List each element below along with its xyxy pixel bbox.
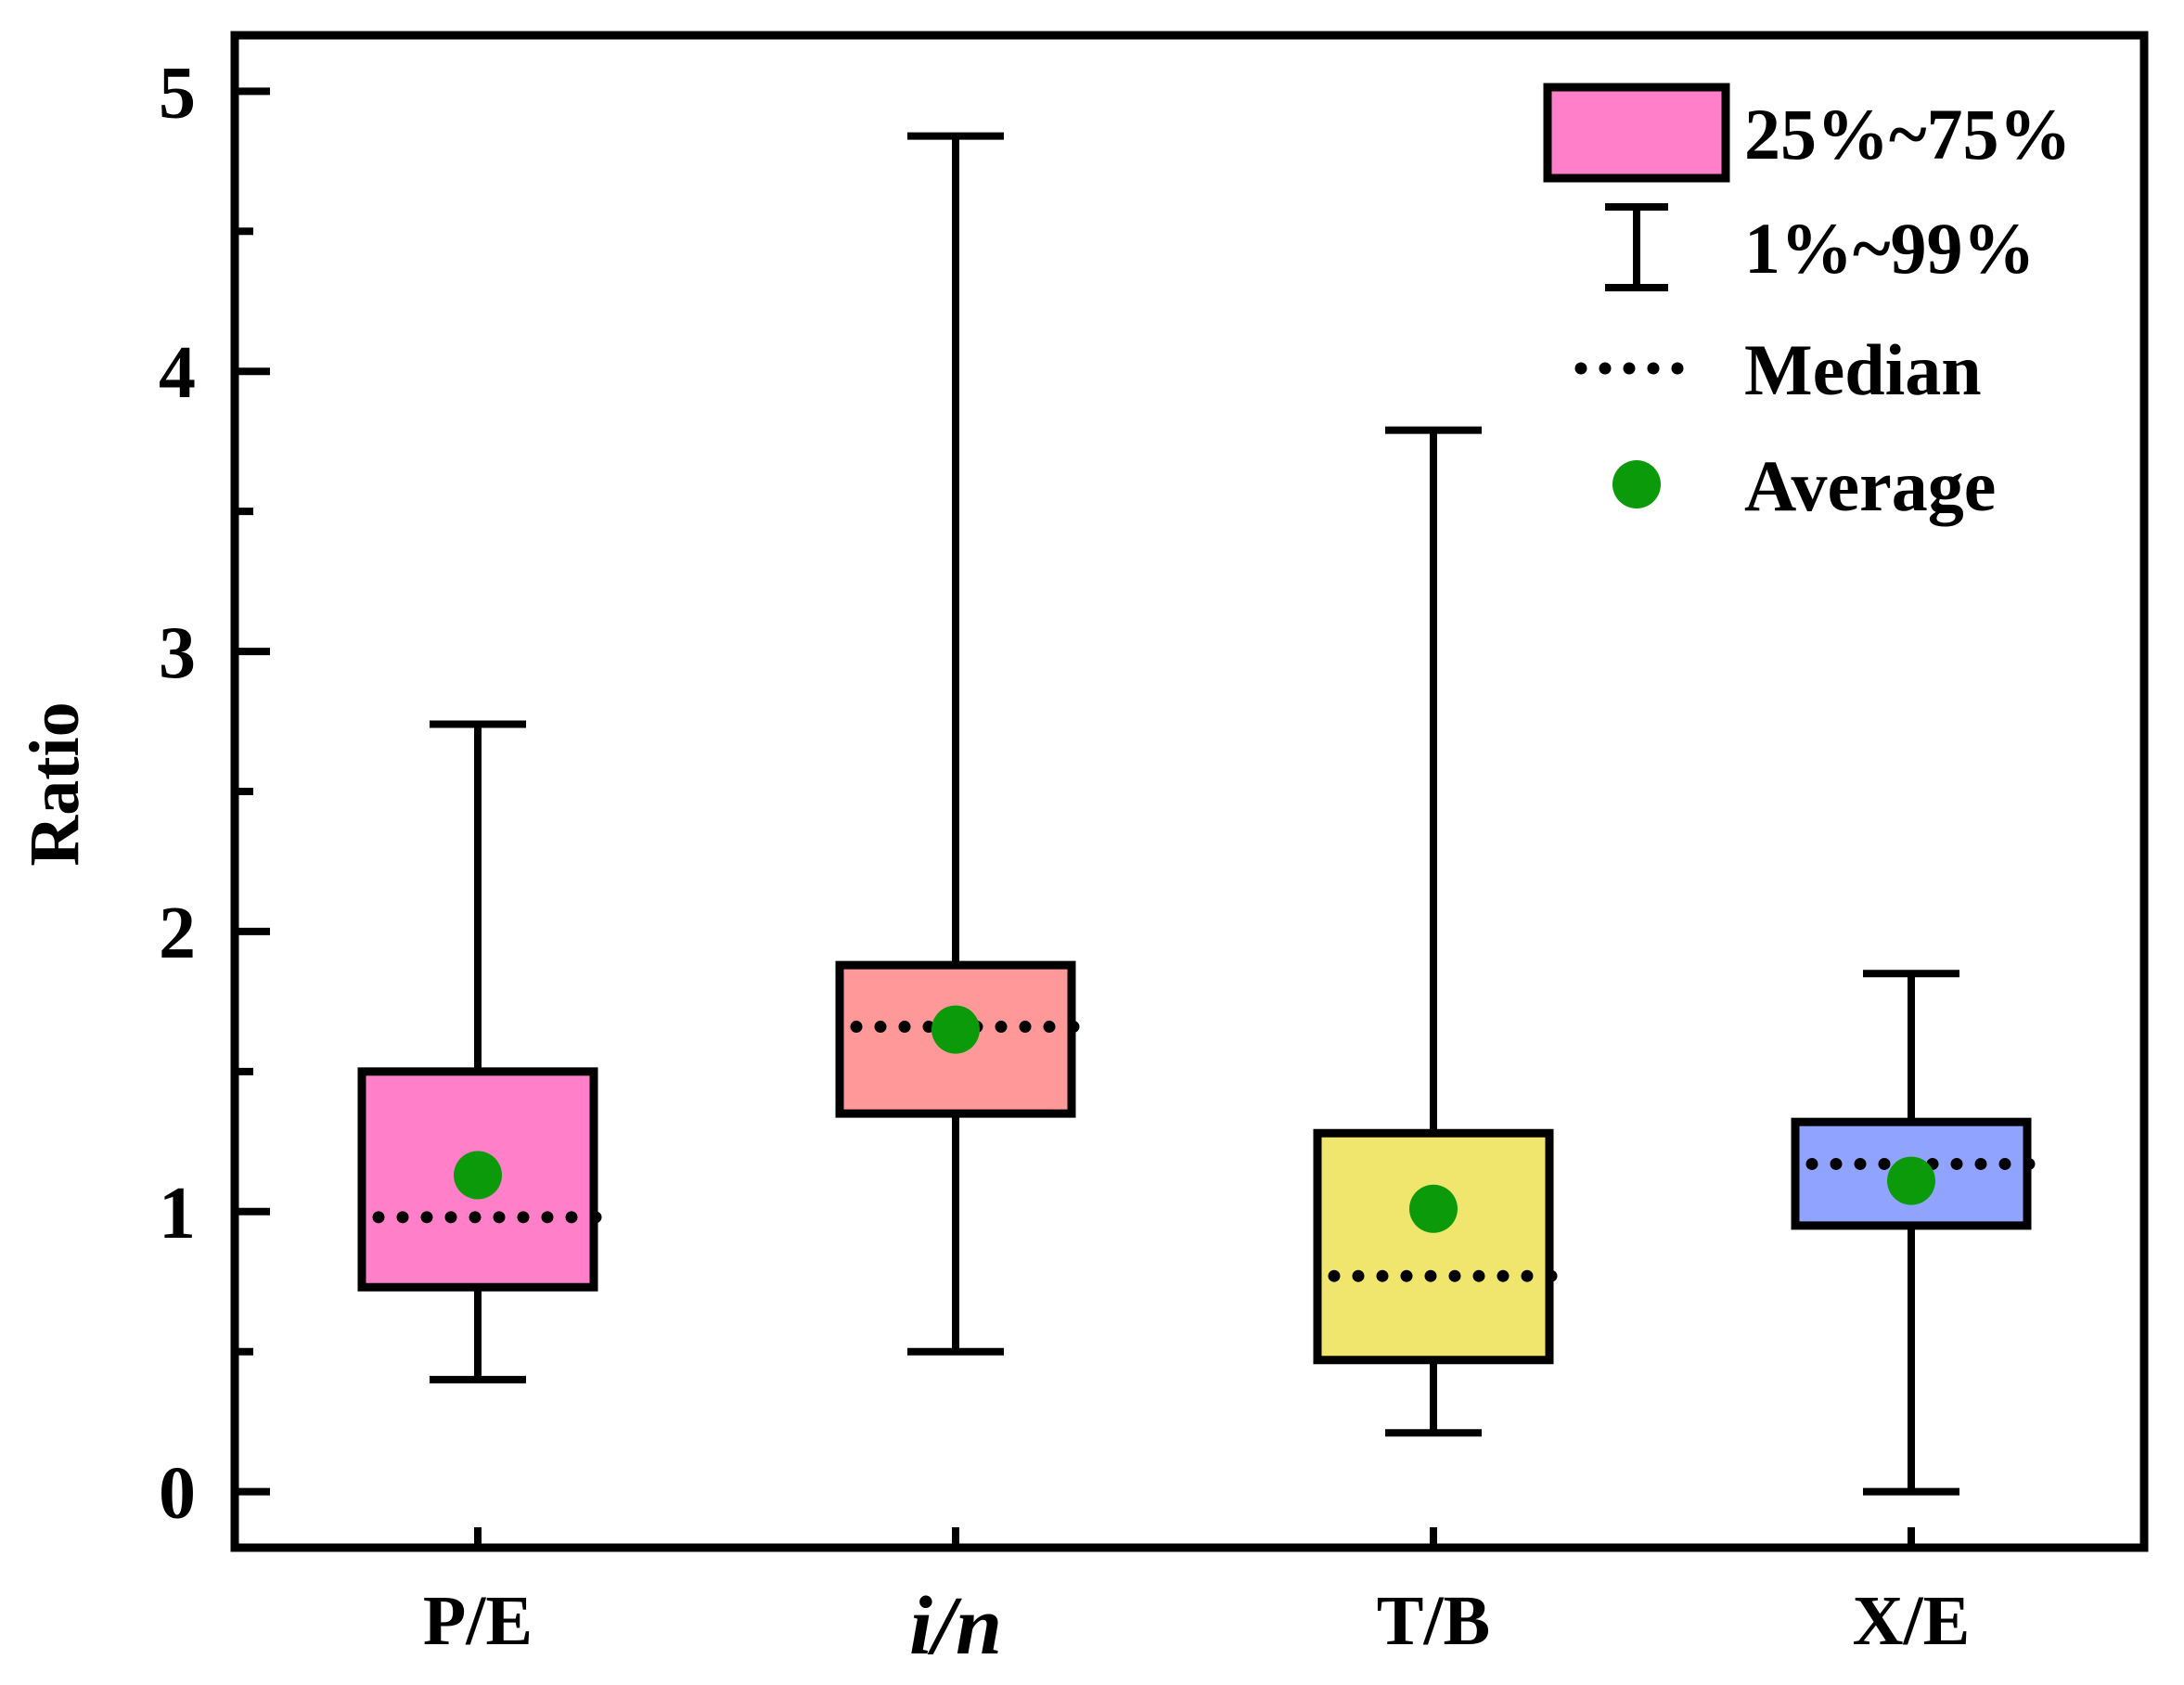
box-1	[357, 720, 606, 1383]
x-tick-label: i/n	[909, 1580, 1002, 1672]
y-axis: 0 1 2 3 4 5	[159, 52, 270, 1535]
iqr-box	[1313, 1128, 1554, 1365]
y-axis-title: Ratio	[16, 701, 94, 866]
x-tick-label: X/E	[1853, 1582, 1971, 1660]
legend-label: 1%~99%	[1744, 208, 2036, 289]
mean-dot	[931, 1005, 980, 1054]
y-tick-label: 0	[159, 1453, 196, 1535]
legend: 25%~75% 1%~99% Median Average	[1543, 83, 2072, 526]
box-3	[1313, 426, 1561, 1437]
mean-dot	[1887, 1156, 1935, 1205]
box-2	[835, 132, 1084, 1356]
x-tick-label: T/B	[1377, 1582, 1491, 1660]
legend-entry: Average	[1612, 445, 1996, 526]
legend-mean-swatch	[1612, 460, 1661, 508]
mean-dot	[454, 1151, 502, 1200]
y-tick-label: 1	[159, 1173, 196, 1254]
legend-entry: Median	[1574, 329, 1982, 410]
legend-entry: 1%~99%	[1605, 203, 2036, 291]
y-tick-label: 5	[159, 52, 196, 134]
legend-label: Median	[1744, 329, 1982, 410]
x-axis: P/E i/n T/B X/E	[423, 1527, 1970, 1672]
legend-box-swatch	[1543, 83, 1730, 183]
y-tick-label: 3	[159, 612, 196, 694]
mean-dot	[1409, 1184, 1458, 1233]
legend-entry: 25%~75%	[1543, 83, 2072, 183]
box-4	[1791, 970, 2039, 1496]
boxes-layer	[357, 132, 2039, 1496]
legend-label: 25%~75%	[1744, 94, 2072, 174]
x-tick-label: P/E	[423, 1582, 533, 1660]
legend-label: Average	[1744, 445, 1996, 526]
y-tick-label: 4	[159, 332, 196, 414]
y-tick-label: 2	[159, 893, 196, 974]
